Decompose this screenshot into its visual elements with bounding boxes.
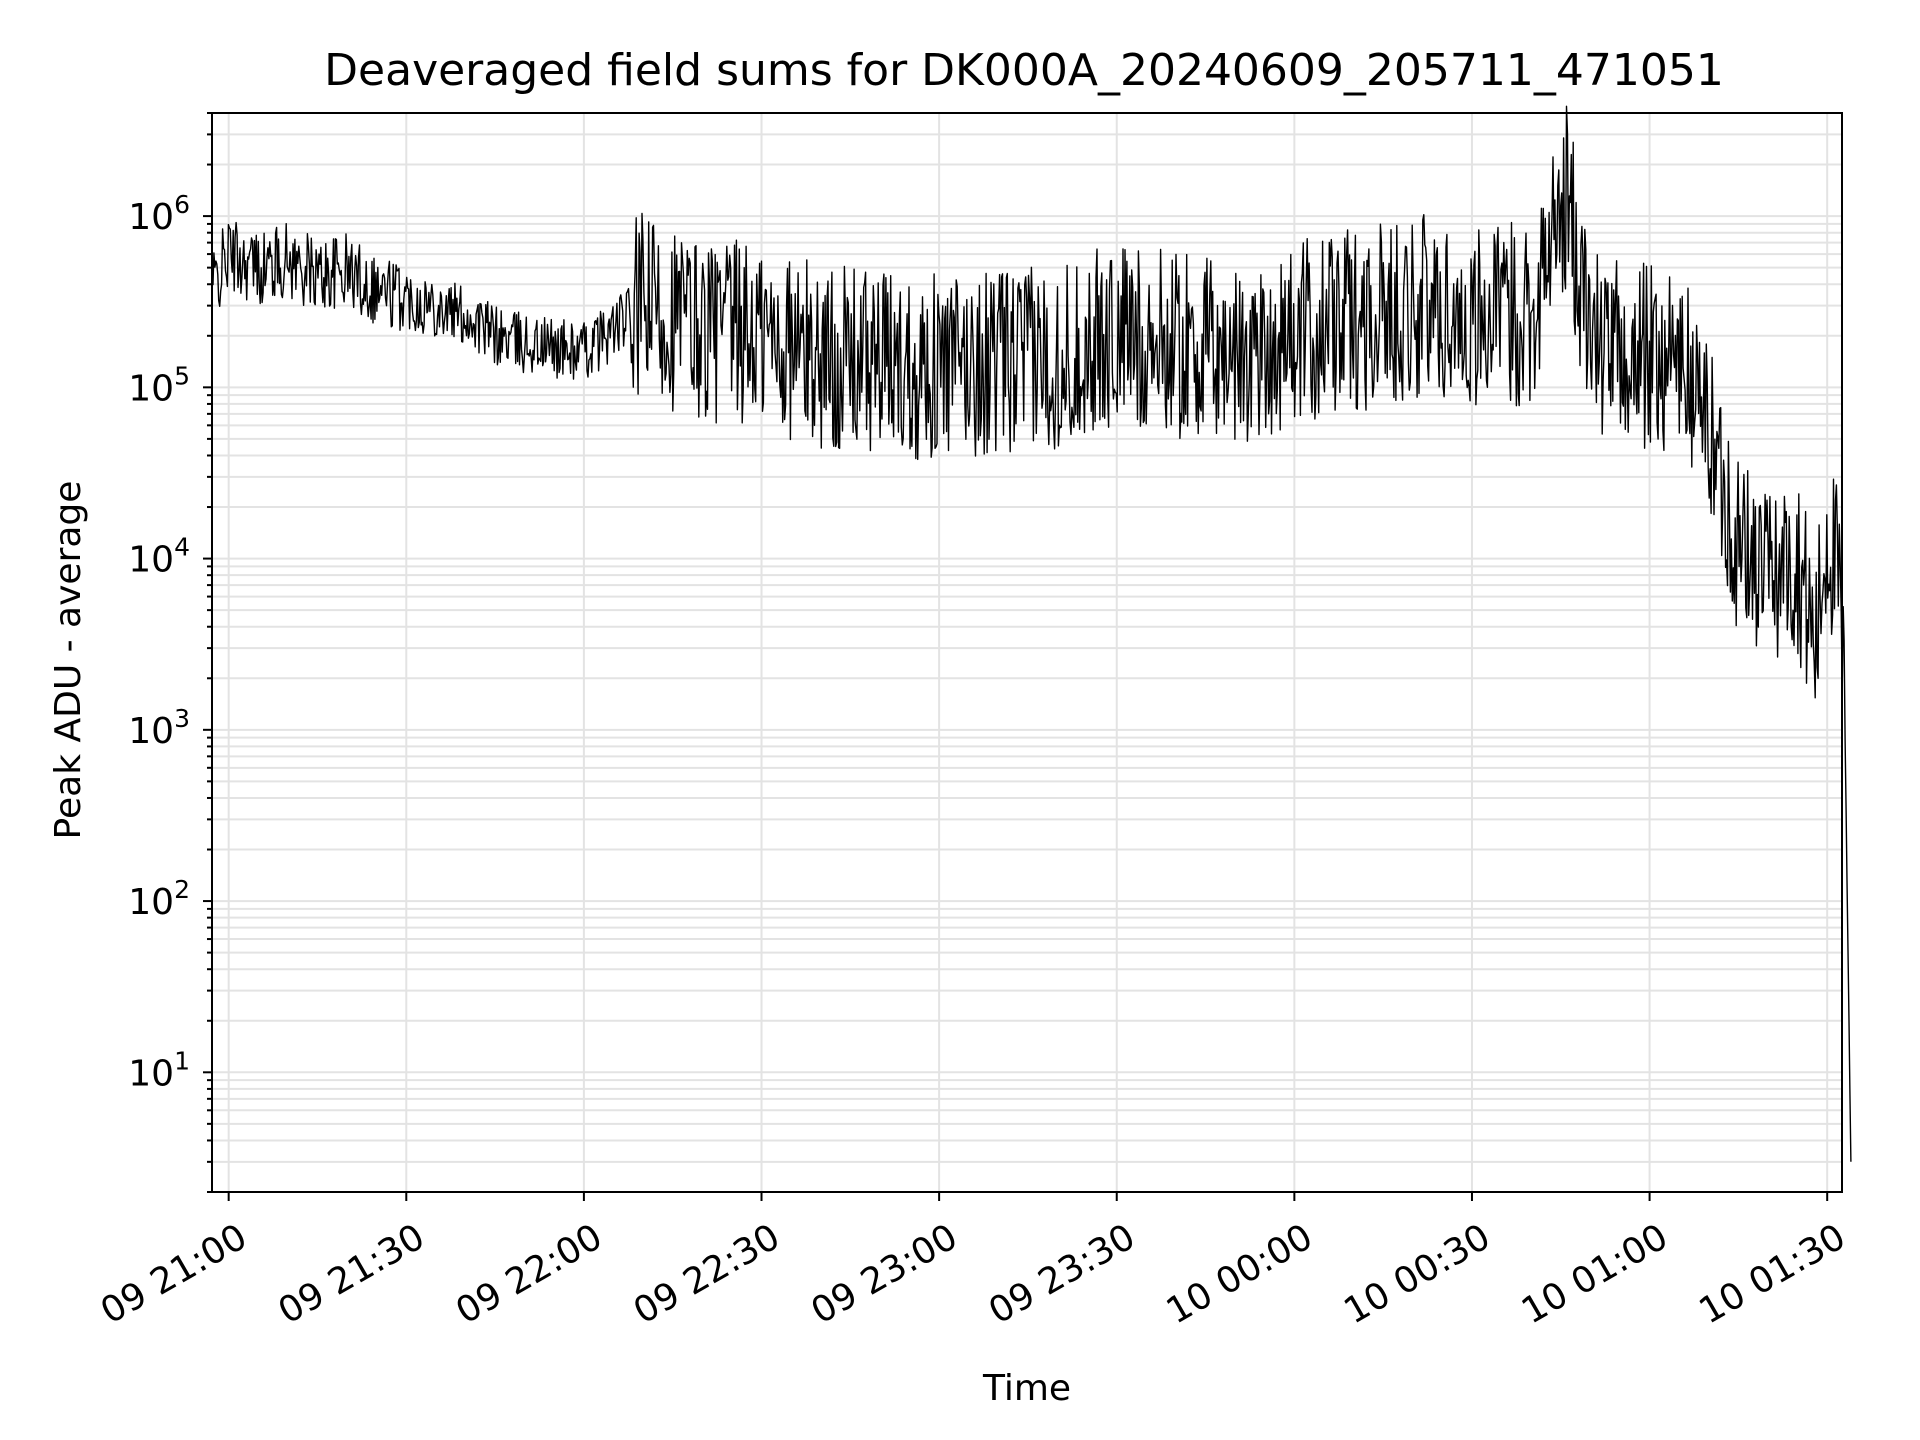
y-tick-label: 102 xyxy=(128,875,190,923)
y-axis-label: Peak ADU - average xyxy=(48,481,89,840)
grid xyxy=(212,112,1842,1193)
y-tick-label: 101 xyxy=(128,1046,190,1094)
y-axis: 101 102 103 104 105 106 xyxy=(128,112,212,1193)
plot-frame xyxy=(211,112,1843,1193)
x-axis-label: Time xyxy=(982,1368,1071,1409)
y-tick-label: 105 xyxy=(128,361,190,409)
y-tick-label: 106 xyxy=(128,190,190,238)
y-tick-label: 103 xyxy=(128,704,190,752)
series-line xyxy=(211,105,1852,1162)
chart-title: Deaveraged field sums for DK000A_2024060… xyxy=(324,45,1724,96)
y-tick-label: 104 xyxy=(128,533,190,581)
